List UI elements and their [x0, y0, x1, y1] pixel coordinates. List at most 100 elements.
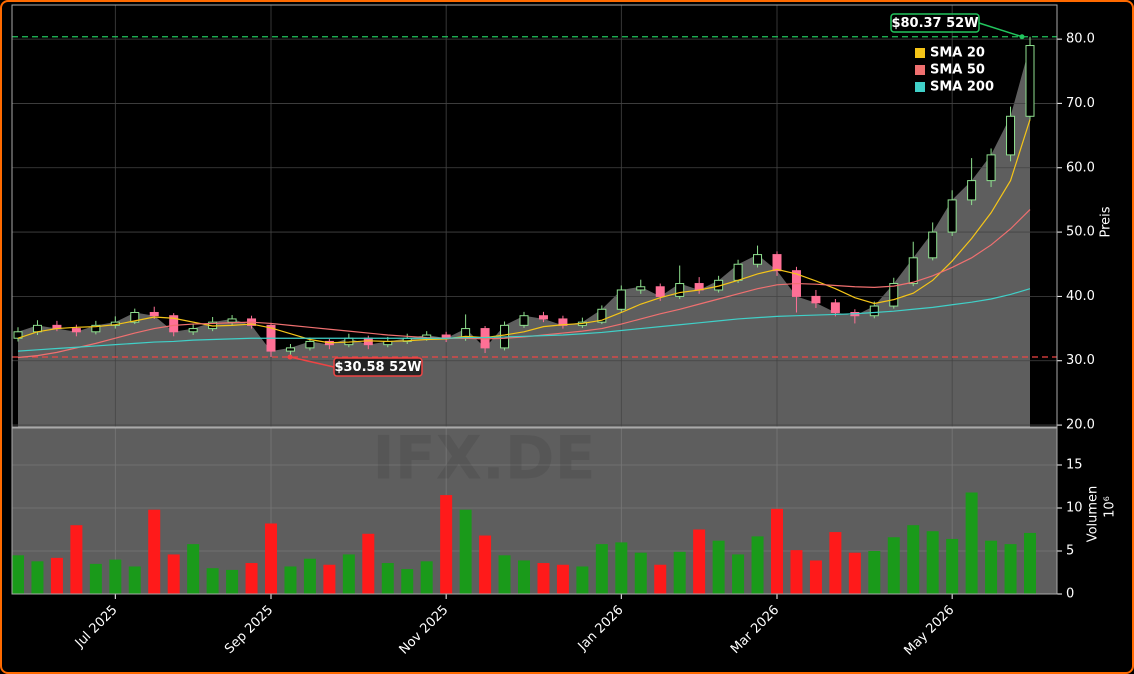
volume-bar	[226, 569, 239, 594]
volume-bar	[206, 568, 219, 594]
volume-bar	[946, 538, 959, 594]
y-axis-label: Volumen	[1086, 486, 1101, 543]
volume-bar	[459, 509, 472, 594]
volume-bar	[985, 540, 998, 594]
sma-line	[17, 209, 1031, 359]
volume-bar	[187, 544, 200, 594]
candle-body	[1006, 115, 1016, 156]
y-tick-label: 40.0	[1066, 289, 1095, 304]
candle-body	[91, 324, 101, 333]
volume-bar	[31, 561, 44, 594]
candle-body	[305, 340, 315, 349]
candle-body	[947, 199, 957, 233]
annotation-arrowhead	[1019, 34, 1025, 40]
volume-bar	[89, 563, 102, 594]
candle-body	[149, 311, 159, 317]
volume-bar	[654, 564, 667, 594]
candle-body	[538, 315, 548, 320]
volume-bar	[323, 564, 336, 594]
volume-bar	[303, 558, 316, 594]
volume-bar	[634, 552, 647, 594]
annotation-arrowhead	[287, 354, 293, 360]
volume-bar	[109, 559, 122, 594]
candle-body	[130, 311, 140, 323]
candle-body	[597, 308, 607, 323]
candle-body	[558, 318, 568, 326]
legend-swatch	[915, 82, 925, 92]
y-tick-label: 60.0	[1066, 160, 1095, 175]
x-tick-label: Jan 2026	[575, 603, 627, 655]
watermark: IFX.DE	[372, 424, 595, 494]
y-axis-label: Preis	[1099, 206, 1114, 237]
candle-body	[227, 318, 237, 323]
annotation-arrow	[978, 22, 1023, 38]
legend-swatch	[915, 65, 925, 75]
legend-label: SMA 50	[930, 63, 985, 78]
legend-swatch	[915, 48, 925, 58]
volume-bar	[50, 557, 63, 594]
x-tick-label: Sep 2025	[222, 603, 276, 657]
volume-bar	[537, 563, 550, 594]
volume-bar	[693, 529, 706, 594]
volume-bar	[771, 508, 783, 594]
volume-bar	[848, 552, 861, 594]
volume-frame	[11, 427, 1058, 595]
volume-bar	[12, 555, 24, 594]
annotation-label: $80.37 52W	[891, 16, 978, 31]
volume-bar	[518, 560, 530, 594]
volume-bar	[595, 544, 608, 594]
candle-body	[772, 254, 782, 272]
sma-line	[17, 288, 1031, 352]
volume-bar	[401, 569, 414, 594]
candle-body	[1025, 45, 1035, 117]
candle-body	[71, 328, 81, 333]
annotation-arrow	[289, 356, 335, 368]
candle-body	[616, 289, 626, 310]
volume-pane	[12, 428, 1057, 594]
y-tick-label: 10	[1066, 500, 1083, 515]
x-tick-label: Nov 2025	[397, 603, 452, 658]
volume-bar	[868, 550, 881, 594]
volume-bar	[420, 561, 433, 594]
y-tick-label: 15	[1066, 457, 1083, 472]
y-tick-label: 80.0	[1066, 32, 1095, 47]
volume-bar	[556, 564, 569, 594]
candle-body	[908, 257, 918, 285]
price-frame	[11, 4, 1058, 428]
candle-body	[519, 315, 529, 326]
volume-bar	[887, 537, 900, 594]
volume-bar	[829, 532, 842, 594]
volume-bar	[148, 509, 161, 594]
volume-bar	[265, 523, 277, 594]
candle-body	[830, 302, 840, 313]
volume-bar	[809, 560, 822, 594]
volume-bar	[965, 492, 978, 594]
volume-bar	[1004, 544, 1017, 594]
volume-bar	[732, 554, 745, 594]
candle-body	[869, 305, 879, 317]
y-tick-label: 70.0	[1066, 96, 1095, 111]
volume-bar	[245, 563, 258, 594]
candle-body	[753, 254, 763, 265]
volume-bar	[712, 540, 725, 594]
x-tick-label: Mar 2026	[728, 603, 782, 657]
y-tick-label: 20.0	[1066, 418, 1095, 433]
y-axis-unit: 10⁶	[1103, 496, 1118, 518]
candle-body	[169, 315, 179, 333]
volume-bar	[673, 551, 686, 594]
y-tick-label: 5	[1066, 543, 1074, 558]
volume-bar	[128, 566, 141, 594]
candle-body	[967, 180, 977, 201]
volume-bar	[284, 566, 297, 594]
annotation-box	[333, 357, 423, 377]
candle-body	[889, 283, 899, 307]
sma-line	[17, 119, 1031, 344]
candle-body	[636, 286, 646, 291]
candle-body	[655, 286, 665, 297]
annotation-box	[890, 13, 980, 33]
candle-body	[928, 231, 938, 259]
x-tick-label: Jul 2025	[72, 603, 121, 652]
y-tick-label: 0	[1066, 587, 1074, 602]
x-tick-label: May 2026	[902, 603, 958, 659]
